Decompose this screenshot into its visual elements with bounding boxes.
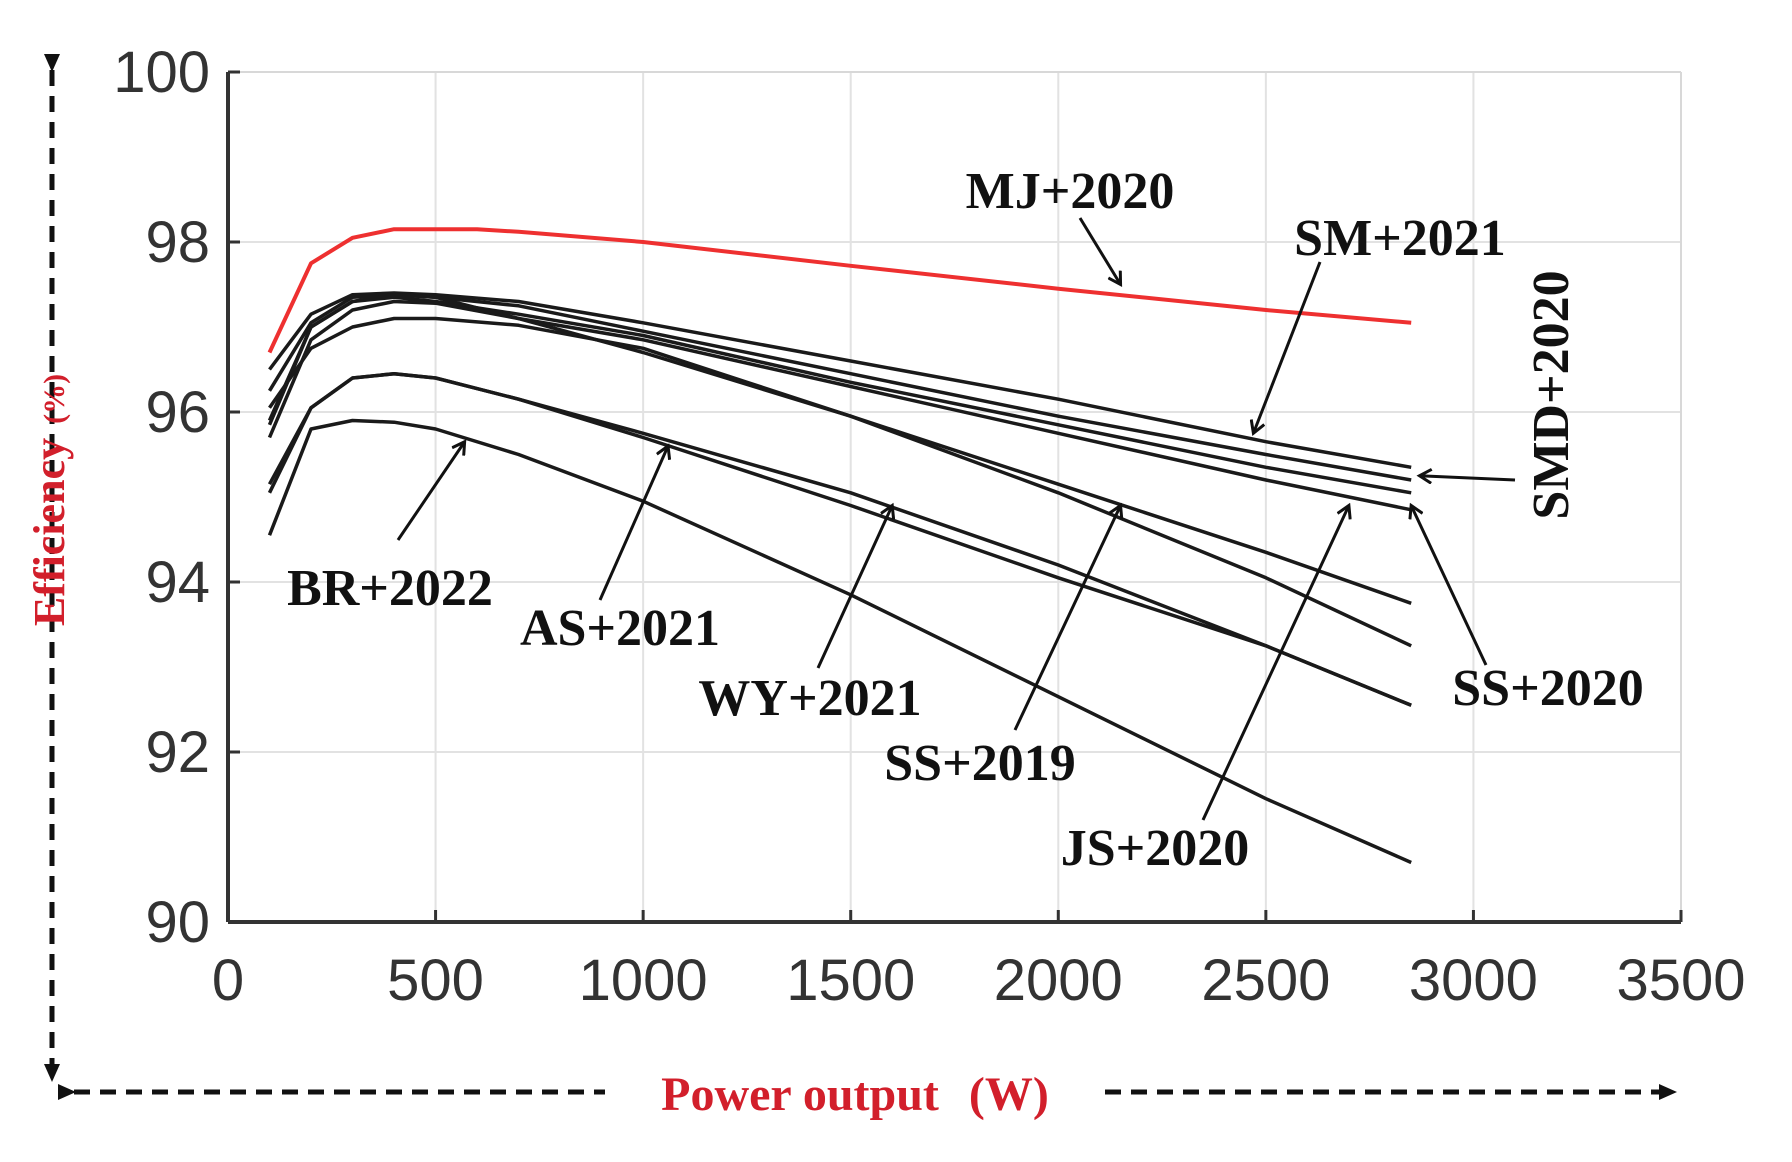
y-axis-title: Efficiency (%) xyxy=(25,374,74,626)
x-tick-label: 3500 xyxy=(1616,948,1745,1013)
series-label: JS+2020 xyxy=(1061,820,1250,877)
x-tick-label: 1500 xyxy=(786,948,915,1013)
y-tick-label: 100 xyxy=(113,40,210,105)
series-label: MJ+2020 xyxy=(966,163,1175,220)
series-line xyxy=(267,295,1412,495)
y-axis-unit: (%) xyxy=(38,374,71,424)
series-label: AS+2021 xyxy=(520,600,720,657)
series-line xyxy=(267,418,1412,865)
series-line xyxy=(268,316,1412,648)
y-axis-label: Efficiency xyxy=(25,438,74,626)
y-tick-label: 94 xyxy=(145,550,210,615)
x-axis-title: Power output (W) xyxy=(661,1068,1049,1121)
x-axis-label: Power output xyxy=(661,1068,939,1121)
series-lines xyxy=(267,227,1412,865)
annotation-arrow xyxy=(816,506,892,669)
x-axis-unit: (W) xyxy=(969,1068,1049,1121)
annotation-arrow xyxy=(1253,261,1322,433)
series-label: WY+2021 xyxy=(698,670,921,727)
grid xyxy=(228,71,1682,922)
series-label: SMD+2020 xyxy=(1523,270,1580,519)
annotation-arrow xyxy=(1078,217,1121,285)
x-tick-label: 0 xyxy=(212,948,244,1013)
annotation-arrow xyxy=(1411,506,1488,666)
annotation-arrow xyxy=(1201,506,1349,821)
annotation-arrow xyxy=(1419,476,1516,480)
series-line xyxy=(268,292,1412,482)
annotation-arrow xyxy=(1013,506,1121,731)
x-tick-label: 500 xyxy=(387,948,484,1013)
x-tick-label: 3000 xyxy=(1409,948,1538,1013)
axes: 0 500 1000 1500 2000 2500 3000 3500 90 92 94 96 98 10… xyxy=(44,40,1746,1100)
series-label: SS+2019 xyxy=(884,735,1075,792)
y-tick-label: 98 xyxy=(145,210,210,275)
y-tick-label: 90 xyxy=(145,890,210,955)
series-line xyxy=(267,292,1412,605)
series-label: SS+2020 xyxy=(1452,660,1643,717)
y-tick-label: 92 xyxy=(145,720,210,785)
annotation-arrow xyxy=(396,442,465,541)
series-label: BR+2022 xyxy=(287,560,493,617)
series-annotations: MJ+2020 SM+2021 SMD+2020 SS+2020 JS+2020 SS+2… xyxy=(287,163,1644,877)
x-tick-label: 1000 xyxy=(579,948,708,1013)
series-line xyxy=(267,371,1412,707)
series-line xyxy=(268,291,1412,470)
series-line xyxy=(267,227,1412,354)
axis-titles: Efficiency (%) Power output (W) xyxy=(25,374,1049,1121)
svg-text:Efficiency (%): Efficiency (%) xyxy=(25,374,74,626)
series-label: SM+2021 xyxy=(1294,210,1506,267)
x-tick-label: 2000 xyxy=(994,948,1123,1013)
y-tick-label: 96 xyxy=(145,380,210,445)
annotation-arrow xyxy=(598,446,668,601)
x-tick-label: 2500 xyxy=(1201,948,1330,1013)
series-line xyxy=(267,371,1412,707)
